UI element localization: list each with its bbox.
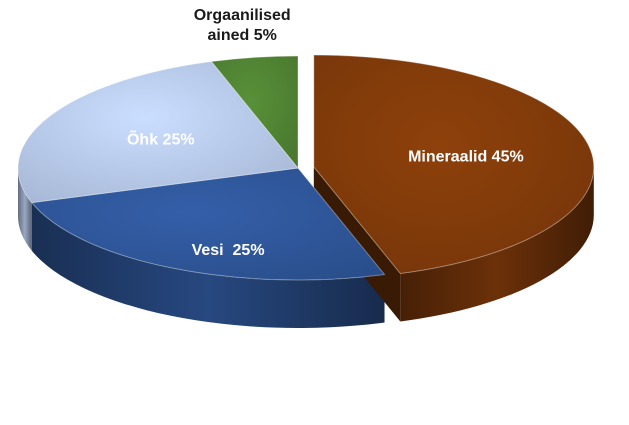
pie-slice-orgaanilised-ained (210, 55, 299, 170)
pie-side-mineraalid (400, 166, 594, 322)
pie-slice-mineraalid (313, 54, 595, 275)
data-label-vesi: Vesi 25% (192, 242, 265, 259)
pie-side-ohk (18, 168, 32, 251)
data-label-mineraalid: Mineraalid 45% (408, 149, 524, 166)
pie-slice-vesi (30, 167, 386, 281)
pie-slice-ohk (17, 60, 299, 204)
pie-side-vesi (31, 202, 385, 328)
pie-labels: Mineraalid 45% Vesi 25% Õhk 25% Orgaanilise… (127, 7, 524, 259)
data-label-orgaanilised-ained-line-2: ained 5% (208, 27, 277, 44)
data-label-orgaanilised-ained-line-1: Orgaanilised (194, 7, 291, 24)
data-label-ohk: Õhk 25% (127, 128, 195, 148)
pie-tops (17, 54, 595, 281)
